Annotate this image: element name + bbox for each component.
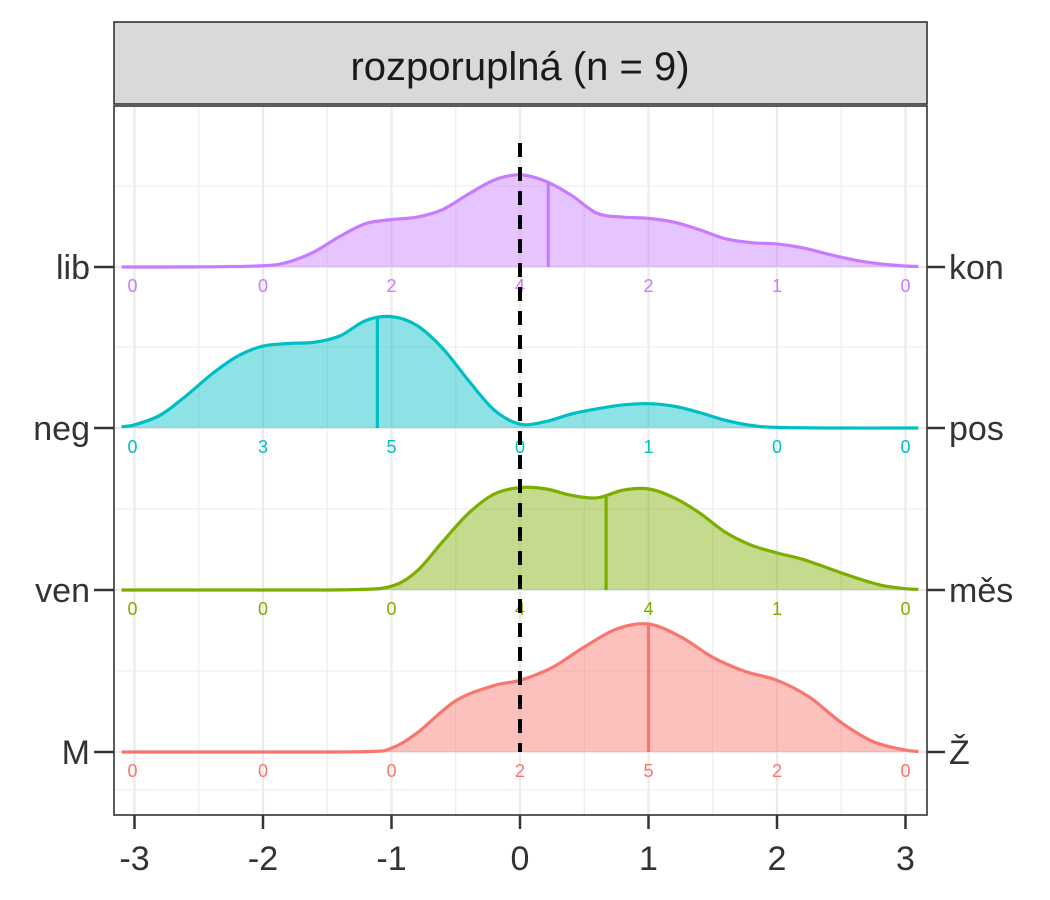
y-label-left: lib bbox=[56, 249, 90, 287]
count-label: 0 bbox=[127, 437, 137, 457]
count-label: 0 bbox=[127, 276, 137, 296]
facet-strip: rozporuplná (n = 9) bbox=[113, 21, 928, 105]
y-label-left: M bbox=[62, 734, 90, 772]
count-label: 5 bbox=[386, 437, 396, 457]
count-label: 2 bbox=[386, 276, 396, 296]
x-tick-label: -2 bbox=[248, 840, 278, 878]
facet-title: rozporuplná (n = 9) bbox=[350, 45, 689, 89]
count-label: 0 bbox=[900, 276, 910, 296]
x-tick-label: -3 bbox=[119, 840, 149, 878]
count-label: 0 bbox=[772, 437, 782, 457]
count-label: 2 bbox=[643, 276, 653, 296]
y-label-right: měs bbox=[949, 572, 1013, 610]
y-label-left: ven bbox=[35, 572, 90, 610]
density-line bbox=[121, 314, 919, 430]
x-tick-label: 0 bbox=[511, 840, 530, 878]
count-label: 1 bbox=[643, 437, 653, 457]
count-label: 2 bbox=[772, 761, 782, 781]
count-label: 0 bbox=[515, 437, 525, 457]
density-line bbox=[121, 622, 919, 754]
count-label: 1 bbox=[772, 599, 782, 619]
y-label-right: Ž bbox=[949, 734, 970, 772]
x-tick-label: -1 bbox=[376, 840, 406, 878]
density-area bbox=[121, 316, 919, 429]
count-label: 0 bbox=[127, 761, 137, 781]
y-label-right: kon bbox=[949, 249, 1004, 287]
x-axis: -3 -2 -1 0 1 2 3 bbox=[119, 815, 915, 878]
count-label: 4 bbox=[515, 276, 525, 296]
count-label: 0 bbox=[386, 761, 396, 781]
count-label: 0 bbox=[900, 761, 910, 781]
ridge-2 bbox=[121, 314, 919, 430]
density-area bbox=[121, 623, 919, 753]
facet-strip-background bbox=[113, 21, 928, 105]
count-label: 5 bbox=[643, 761, 653, 781]
count-label: 0 bbox=[127, 599, 137, 619]
y-label-left: neg bbox=[33, 410, 90, 448]
x-tick-label: 2 bbox=[768, 840, 787, 878]
count-label: 4 bbox=[643, 599, 653, 619]
count-label: 2 bbox=[515, 761, 525, 781]
x-tick-label: 1 bbox=[639, 840, 658, 878]
density-line bbox=[121, 173, 919, 269]
density-line bbox=[121, 485, 919, 592]
count-label: 3 bbox=[258, 437, 268, 457]
y-label-right: pos bbox=[949, 410, 1004, 448]
count-labels: 0002520000441003501000024210 bbox=[127, 276, 910, 781]
count-label: 0 bbox=[900, 599, 910, 619]
x-tick-label: 3 bbox=[896, 840, 915, 878]
count-label: 0 bbox=[258, 276, 268, 296]
count-label: 0 bbox=[258, 761, 268, 781]
count-label: 1 bbox=[772, 276, 782, 296]
ridge-0 bbox=[121, 622, 919, 754]
count-label: 0 bbox=[900, 437, 910, 457]
count-label: 0 bbox=[258, 599, 268, 619]
count-label: 0 bbox=[386, 599, 396, 619]
